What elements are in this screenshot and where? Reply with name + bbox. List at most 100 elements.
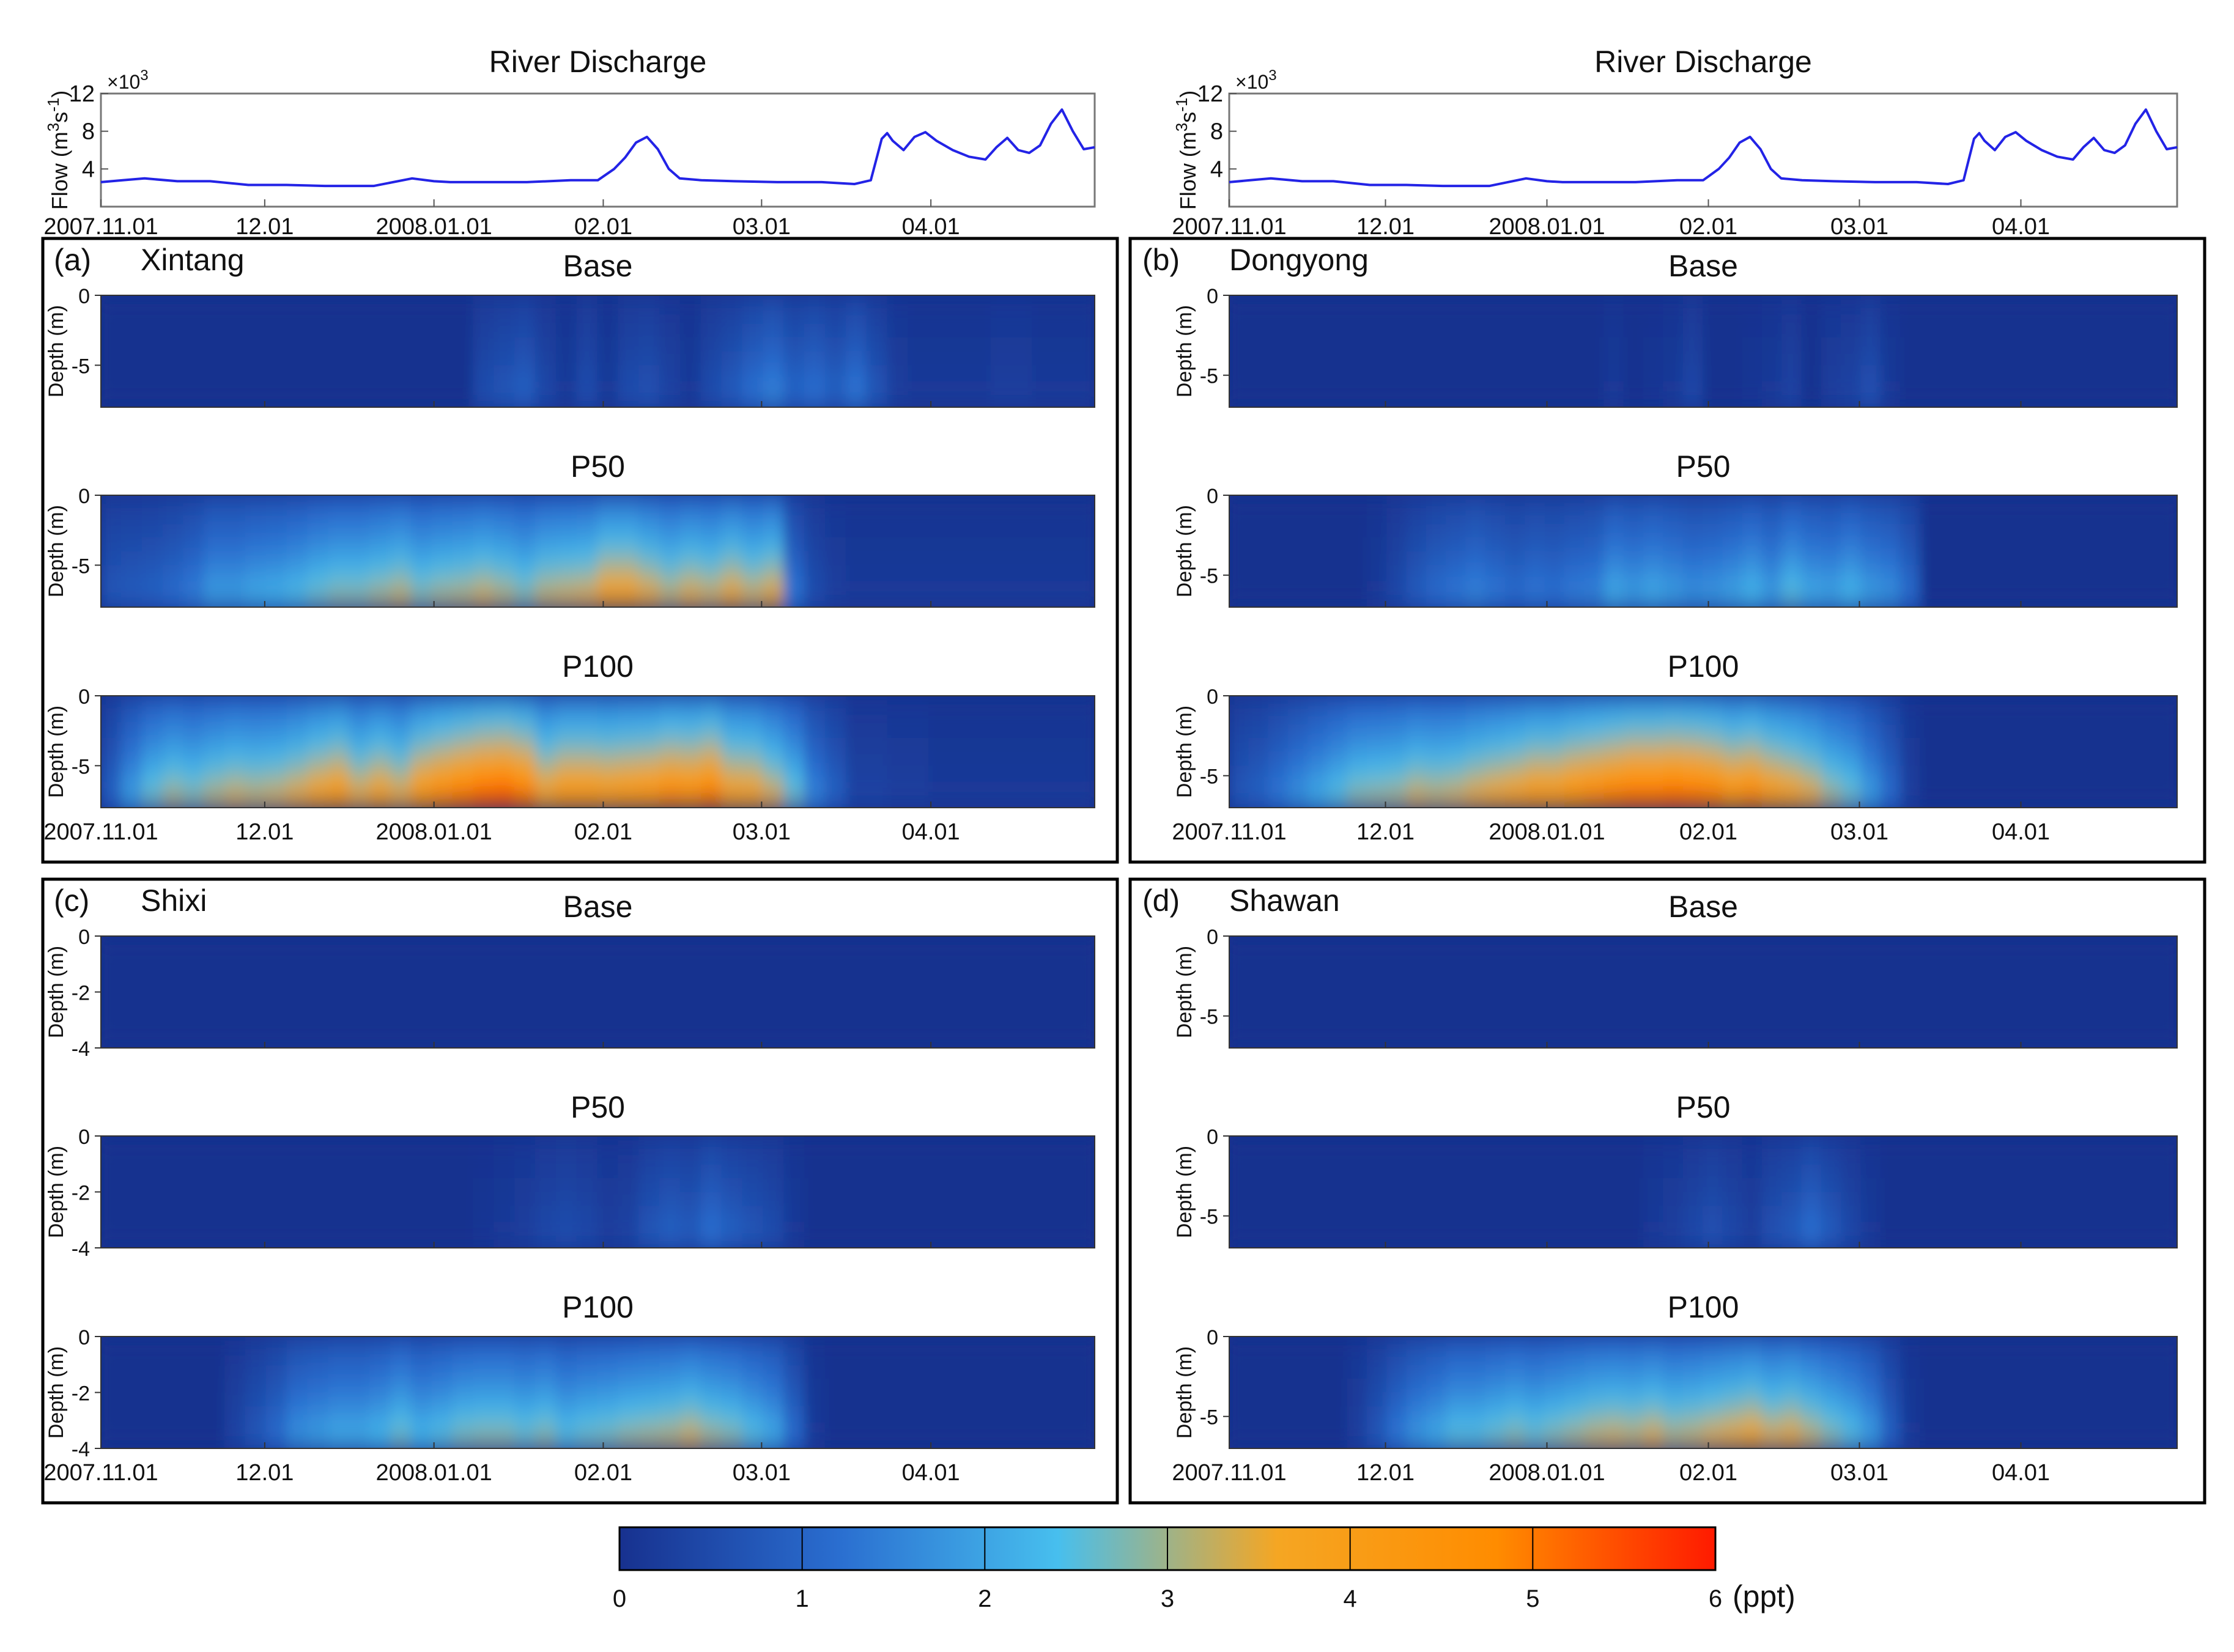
heatmap-cell (183, 950, 205, 965)
heatmap-cell (1703, 794, 1724, 808)
heatmap-cell (1663, 737, 1684, 753)
heatmap-cell (1663, 696, 1684, 710)
heatmap-cell (990, 1206, 1013, 1221)
heatmap-cell (618, 1406, 640, 1422)
heatmap-cell (1347, 1406, 1369, 1422)
heatmap-cell (1406, 579, 1427, 594)
heatmap-cell (990, 992, 1013, 1007)
heatmap-cell (700, 495, 723, 510)
heatmap-cell (1663, 936, 1684, 951)
heatmap-cell (742, 1020, 764, 1035)
heatmap-cell (204, 1149, 226, 1165)
heatmap-cell (1939, 992, 1961, 1007)
heatmap-cell (224, 1392, 246, 1407)
station-name: Dongyong (1229, 243, 1369, 277)
heatmap-cell (1880, 751, 1901, 767)
heatmap-cell (2156, 1434, 2177, 1448)
heatmap-cell (1011, 696, 1034, 710)
heatmap-cell (1347, 379, 1369, 394)
heatmap-cell (2018, 950, 2040, 965)
heatmap-cell (804, 1220, 826, 1235)
heatmap-cell (265, 1378, 288, 1393)
heatmap-cell (410, 1420, 433, 1436)
heatmap-cell (1505, 1406, 1526, 1422)
depth-tick-label: 0 (1207, 485, 1218, 508)
heatmap-cell (473, 365, 495, 380)
heatmap-cell (1722, 1034, 1744, 1048)
heatmap-cell (534, 295, 557, 310)
heatmap-cell (887, 696, 909, 710)
heatmap-cell (949, 365, 971, 380)
heatmap-cell (990, 1420, 1013, 1436)
heatmap-cell (1564, 1178, 1586, 1193)
heatmap-cell (1860, 1034, 1882, 1048)
heatmap-cell (2097, 365, 2119, 380)
heatmap-cell (1446, 323, 1467, 338)
heatmap-cell (2018, 593, 2040, 607)
heatmap-cell (1327, 737, 1348, 753)
heatmap-cell (597, 551, 620, 566)
heatmap-cell (700, 1220, 723, 1235)
heatmap-cell (390, 737, 412, 753)
heatmap-cell (286, 1206, 309, 1221)
heatmap-cell (887, 780, 909, 795)
heatmap-cell (1426, 551, 1448, 566)
heatmap-cell (1052, 978, 1075, 993)
heatmap-cell (2156, 295, 2177, 310)
heatmap-cell (1801, 309, 1822, 324)
heatmap-cell (597, 1149, 620, 1165)
heatmap-cell (534, 1006, 557, 1021)
heatmap-cell (1821, 351, 1843, 366)
heatmap-cell (162, 765, 185, 781)
heatmap-cell (1465, 1034, 1487, 1048)
heatmap-cell (783, 1220, 806, 1235)
heatmap-cell (679, 593, 702, 607)
heatmap-cell (1011, 295, 1034, 310)
heatmap-cell (763, 1378, 785, 1393)
heatmap-cell (1781, 295, 1803, 310)
heatmap-cell (1327, 765, 1348, 781)
heatmap-cell (1722, 1434, 1744, 1448)
heatmap-cell (514, 295, 536, 310)
heatmap-cell (120, 978, 143, 993)
heatmap-cell (162, 1020, 185, 1035)
heatmap-cell (1229, 936, 1250, 951)
heatmap-cell (1801, 295, 1822, 310)
heatmap-cell (1899, 323, 1921, 338)
heatmap-cell (659, 780, 681, 795)
heatmap-cell (1307, 565, 1329, 580)
heatmap-cell (224, 1420, 246, 1436)
heatmap-cell (2058, 337, 2079, 352)
heatmap-cell (742, 1163, 764, 1179)
heatmap-cell (1979, 1206, 2000, 1221)
heatmap-cell (887, 950, 909, 965)
heatmap-cell (1248, 1034, 1270, 1048)
heatmap-cell (1544, 950, 1566, 965)
heatmap-cell (659, 723, 681, 739)
heatmap-cell (1347, 565, 1369, 580)
heatmap-cell (1781, 351, 1803, 366)
heatmap-cell (1663, 309, 1684, 324)
heatmap-cell (908, 737, 930, 753)
heatmap-cell (494, 565, 516, 580)
heatmap-cell (1761, 323, 1783, 338)
heatmap-cell (638, 1220, 661, 1235)
heatmap-cell (555, 393, 578, 407)
discharge-ytick-label: 8 (1210, 119, 1223, 145)
heatmap-axes (1229, 695, 2178, 808)
heatmap-cell (555, 1220, 578, 1235)
heatmap-cell (328, 992, 350, 1007)
heatmap-cell (1663, 709, 1684, 725)
heatmap-cell (1287, 1234, 1309, 1248)
heatmap-cell (349, 696, 371, 710)
heatmap-cell (824, 1020, 847, 1035)
heatmap-cell (1544, 323, 1566, 338)
heatmap-cell (1367, 950, 1388, 965)
heatmap-cell (949, 1406, 971, 1422)
heatmap-cell (2058, 509, 2079, 524)
heatmap-cell (101, 1420, 122, 1436)
heatmap-cell (845, 1136, 868, 1151)
heatmap-cell (1801, 1337, 1822, 1351)
heatmap-cell (120, 365, 143, 380)
heatmap-cell (887, 1020, 909, 1035)
